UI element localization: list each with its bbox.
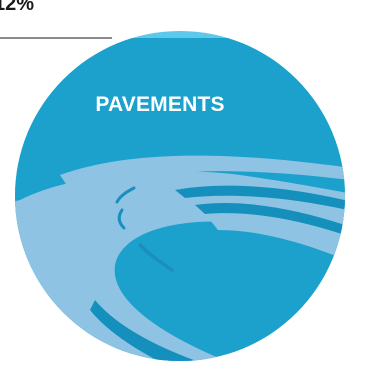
lane-marking: [115, 186, 136, 204]
badge-title: PAVEMENTS: [95, 93, 225, 116]
leader-line: [0, 37, 112, 39]
percent-label: 12%: [0, 0, 35, 15]
road-icon: [15, 155, 345, 361]
road-surface: [15, 171, 345, 361]
